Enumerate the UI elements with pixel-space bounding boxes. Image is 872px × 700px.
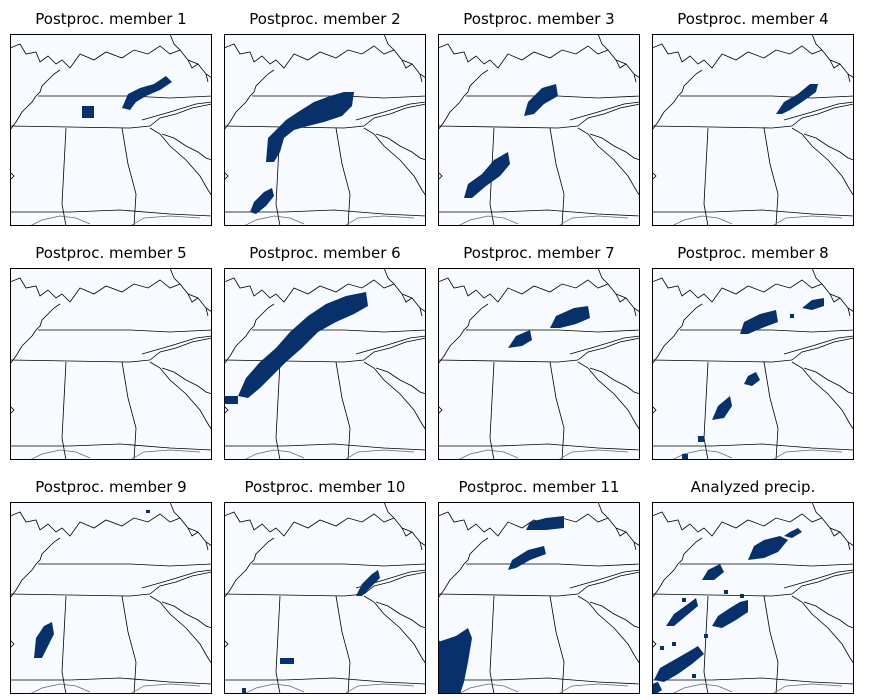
precip-area [682, 298, 824, 460]
panel-title-6: Postproc. member 6 [249, 244, 401, 262]
map-panel-2 [224, 34, 426, 226]
map-panel-8 [652, 268, 854, 460]
precip-area [224, 292, 368, 404]
map-panel-9 [10, 502, 212, 694]
panel-title-7: Postproc. member 7 [463, 244, 615, 262]
panel-title-9: Postproc. member 9 [35, 478, 187, 496]
panel-title-11: Postproc. member 11 [458, 478, 620, 496]
panel-title-10: Postproc. member 10 [244, 478, 406, 496]
precip-area [82, 76, 172, 118]
precip-area [242, 570, 380, 694]
panel-title-2: Postproc. member 2 [249, 10, 401, 28]
map-panel-7 [438, 268, 640, 460]
panel-title-5: Postproc. member 5 [35, 244, 187, 262]
panel-title-8: Postproc. member 8 [677, 244, 829, 262]
panel-title-12: Analyzed precip. [690, 478, 816, 496]
map-panel-11 [438, 502, 640, 694]
precip-area [652, 528, 802, 694]
map-panel-4 [652, 34, 854, 226]
map-panel-1 [10, 34, 212, 226]
precip-area [464, 84, 558, 198]
panel-title-1: Postproc. member 1 [35, 10, 187, 28]
map-panel-12 [652, 502, 854, 694]
panel-title-4: Postproc. member 4 [677, 10, 829, 28]
map-panel-5 [10, 268, 212, 460]
map-panel-3 [438, 34, 640, 226]
precip-area [776, 84, 818, 114]
precip-area [250, 92, 354, 214]
map-panel-10 [224, 502, 426, 694]
panel-title-3: Postproc. member 3 [463, 10, 615, 28]
precip-area [508, 306, 590, 348]
precip-area [438, 516, 564, 694]
map-panel-6 [224, 268, 426, 460]
precip-area [34, 510, 150, 658]
